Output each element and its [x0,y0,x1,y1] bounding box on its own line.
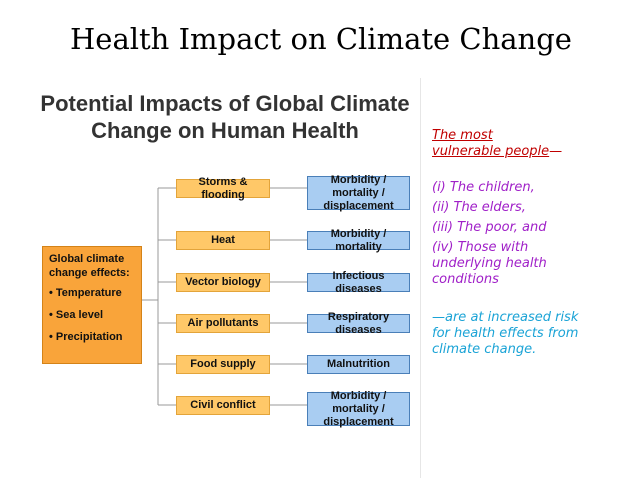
diagram-title-line-2: Change on Human Health [91,118,359,143]
effects-item-temperature: • Temperature [49,287,122,299]
vulnerable-heading: The most vulnerable people— [432,128,622,160]
cause-box-air: Air pollutants [176,314,270,333]
divider-line [420,78,421,478]
impact-box-air: Respiratory diseases [307,311,410,336]
slide-title: Health Impact on Climate Change [70,22,572,56]
impact-box-storms: Morbidity / mortality / displacement [307,174,410,212]
effects-heading-2: change effects: [49,267,130,279]
vulnerable-heading-line-1: The most [432,128,493,143]
effects-item-sea-level: • Sea level [49,309,104,321]
vulnerable-item-poor: (iii) The poor, and [432,220,547,235]
cause-box-heat: Heat [176,231,270,250]
impact-box-food: Malnutrition [307,355,410,374]
cause-box-storms: Storms & flooding [176,176,270,201]
vulnerable-item-children: (i) The children, [432,180,535,195]
impact-box-vector: Infectious diseases [307,270,410,295]
vulnerable-heading-underlined: vulnerable people [432,144,550,159]
diagram-title-line-1: Potential Impacts of Global Climate [40,91,410,116]
impact-box-heat: Morbidity / mortality [307,228,410,253]
diagram-title: Potential Impacts of Global Climate Chan… [40,90,410,144]
cause-box-conflict: Civil conflict [176,396,270,415]
vulnerable-heading-dash: — [549,144,563,159]
effects-heading-1: Global climate [49,253,125,265]
vulnerable-item-elders: (ii) The elders, [432,200,526,215]
vulnerable-item-underlying: (iv) Those with underlying health condit… [432,240,547,287]
cause-box-vector: Vector biology [176,273,270,292]
vulnerable-conclusion: —are at increased risk for health effect… [432,310,579,357]
global-effects-box: Global climate change effects: • Tempera… [42,246,142,364]
impact-box-conflict: Morbidity / mortality / displacement [307,390,410,428]
effects-item-precipitation: • Precipitation [49,331,123,343]
cause-box-food: Food supply [176,355,270,374]
vulnerable-people-text: The most vulnerable people— (i) The chil… [432,128,622,358]
